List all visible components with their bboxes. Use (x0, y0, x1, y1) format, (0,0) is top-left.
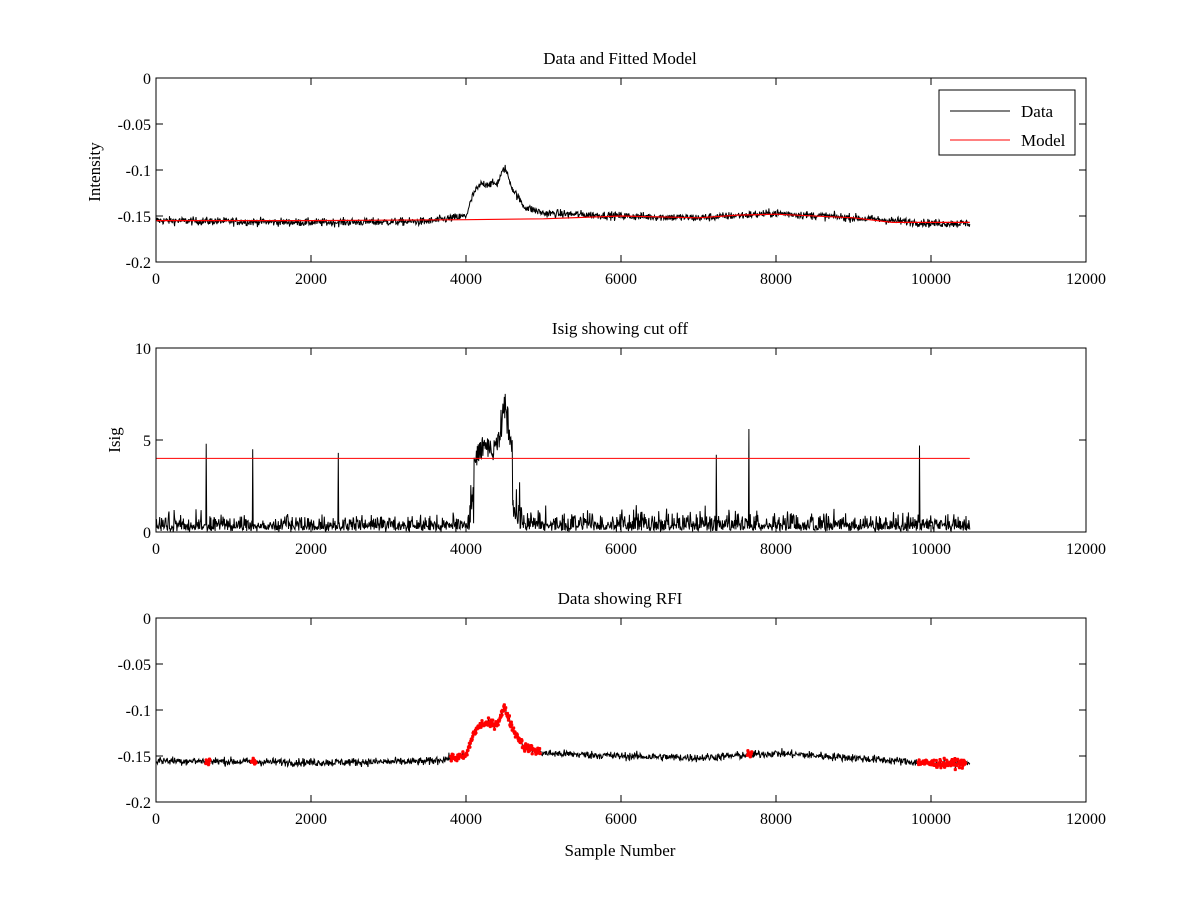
panel-1-plot-area (155, 164, 971, 229)
panel-2: Isig showing cut off Isig 0 2000 4000 6000 8… (105, 319, 1106, 558)
y-tick-label: 0 (143, 525, 151, 542)
rfi-marker-group (916, 756, 968, 772)
x-tick-label: 6000 (605, 811, 637, 828)
series-isig-line (155, 393, 971, 533)
x-tick-label: 8000 (760, 811, 792, 828)
rfi-markers (249, 756, 258, 766)
y-tick-label: 0 (143, 611, 151, 628)
rfi-marker-group (745, 749, 754, 759)
x-tick-label: 2000 (295, 541, 327, 558)
panel-2-title: Isig showing cut off (552, 319, 688, 338)
x-tick-label: 6000 (605, 271, 637, 288)
rfi-markers (745, 749, 754, 759)
rfi-marker-group (249, 756, 258, 766)
rfi-markers (916, 756, 968, 772)
x-tick-label: 4000 (450, 271, 482, 288)
rfi-markers (449, 703, 542, 763)
legend-data-label: Data (1021, 102, 1054, 121)
x-tick-label: 0 (152, 271, 160, 288)
x-tick-label: 12000 (1066, 811, 1106, 828)
x-tick-label: 12000 (1066, 271, 1106, 288)
rfi-marker-group (204, 757, 212, 767)
panel-3-plot-area (155, 703, 971, 772)
x-tick-label: 12000 (1066, 541, 1106, 558)
y-tick-label: -0.1 (126, 163, 151, 180)
panel-1-title: Data and Fitted Model (543, 49, 697, 68)
x-tick-label: 2000 (295, 271, 327, 288)
x-tick-label: 0 (152, 811, 160, 828)
series-model-line (156, 213, 970, 223)
panel-1-legend: Data Model (938, 89, 1076, 156)
y-tick-label: 5 (143, 433, 151, 450)
y-tick-label: -0.15 (118, 209, 151, 226)
x-tick-label: 8000 (760, 271, 792, 288)
x-tick-label: 10000 (911, 271, 951, 288)
x-tick-label: 0 (152, 541, 160, 558)
x-tick-label: 8000 (760, 541, 792, 558)
y-tick-label: -0.2 (126, 795, 151, 812)
x-tick-label: 10000 (911, 541, 951, 558)
series-data-line (155, 704, 971, 770)
panel-2-ylabel: Isig (105, 427, 124, 453)
y-tick-label: 10 (135, 341, 151, 358)
legend-model-label: Model (1021, 131, 1066, 150)
x-tick-label: 4000 (450, 811, 482, 828)
panel-3-xlabel: Sample Number (565, 841, 676, 860)
y-tick-label: -0.2 (126, 255, 151, 272)
panel-2-axes: 0 2000 4000 6000 8000 10000 12000 0 5 10 (135, 341, 1106, 558)
panel-1: Data and Fitted Model Intensity 0 2000 400… (85, 49, 1106, 288)
y-tick-label: -0.15 (118, 749, 151, 766)
x-tick-label: 2000 (295, 811, 327, 828)
x-tick-label: 10000 (911, 811, 951, 828)
legend-box (938, 89, 1076, 156)
x-tick-label: 4000 (450, 541, 482, 558)
panel-1-ylabel: Intensity (85, 142, 104, 202)
panel-3-title: Data showing RFI (558, 589, 683, 608)
rfi-marker-group (449, 703, 542, 763)
panel-3: Data showing RFI Sample Number 0 2000 4000… (118, 589, 1106, 860)
panel-3-axes: 0 2000 4000 6000 8000 10000 12000 -0.2 -0.15 -0.1… (118, 611, 1106, 828)
y-tick-label: -0.05 (118, 657, 151, 674)
y-tick-label: 0 (143, 71, 151, 88)
rfi-markers (204, 757, 212, 767)
x-tick-label: 6000 (605, 541, 637, 558)
y-tick-label: -0.05 (118, 117, 151, 134)
y-tick-label: -0.1 (126, 703, 151, 720)
panel-2-plot-area (155, 393, 971, 533)
panel-1-axes: 0 2000 4000 6000 8000 10000 12000 -0.2 -0.15 -0.1… (118, 71, 1106, 288)
